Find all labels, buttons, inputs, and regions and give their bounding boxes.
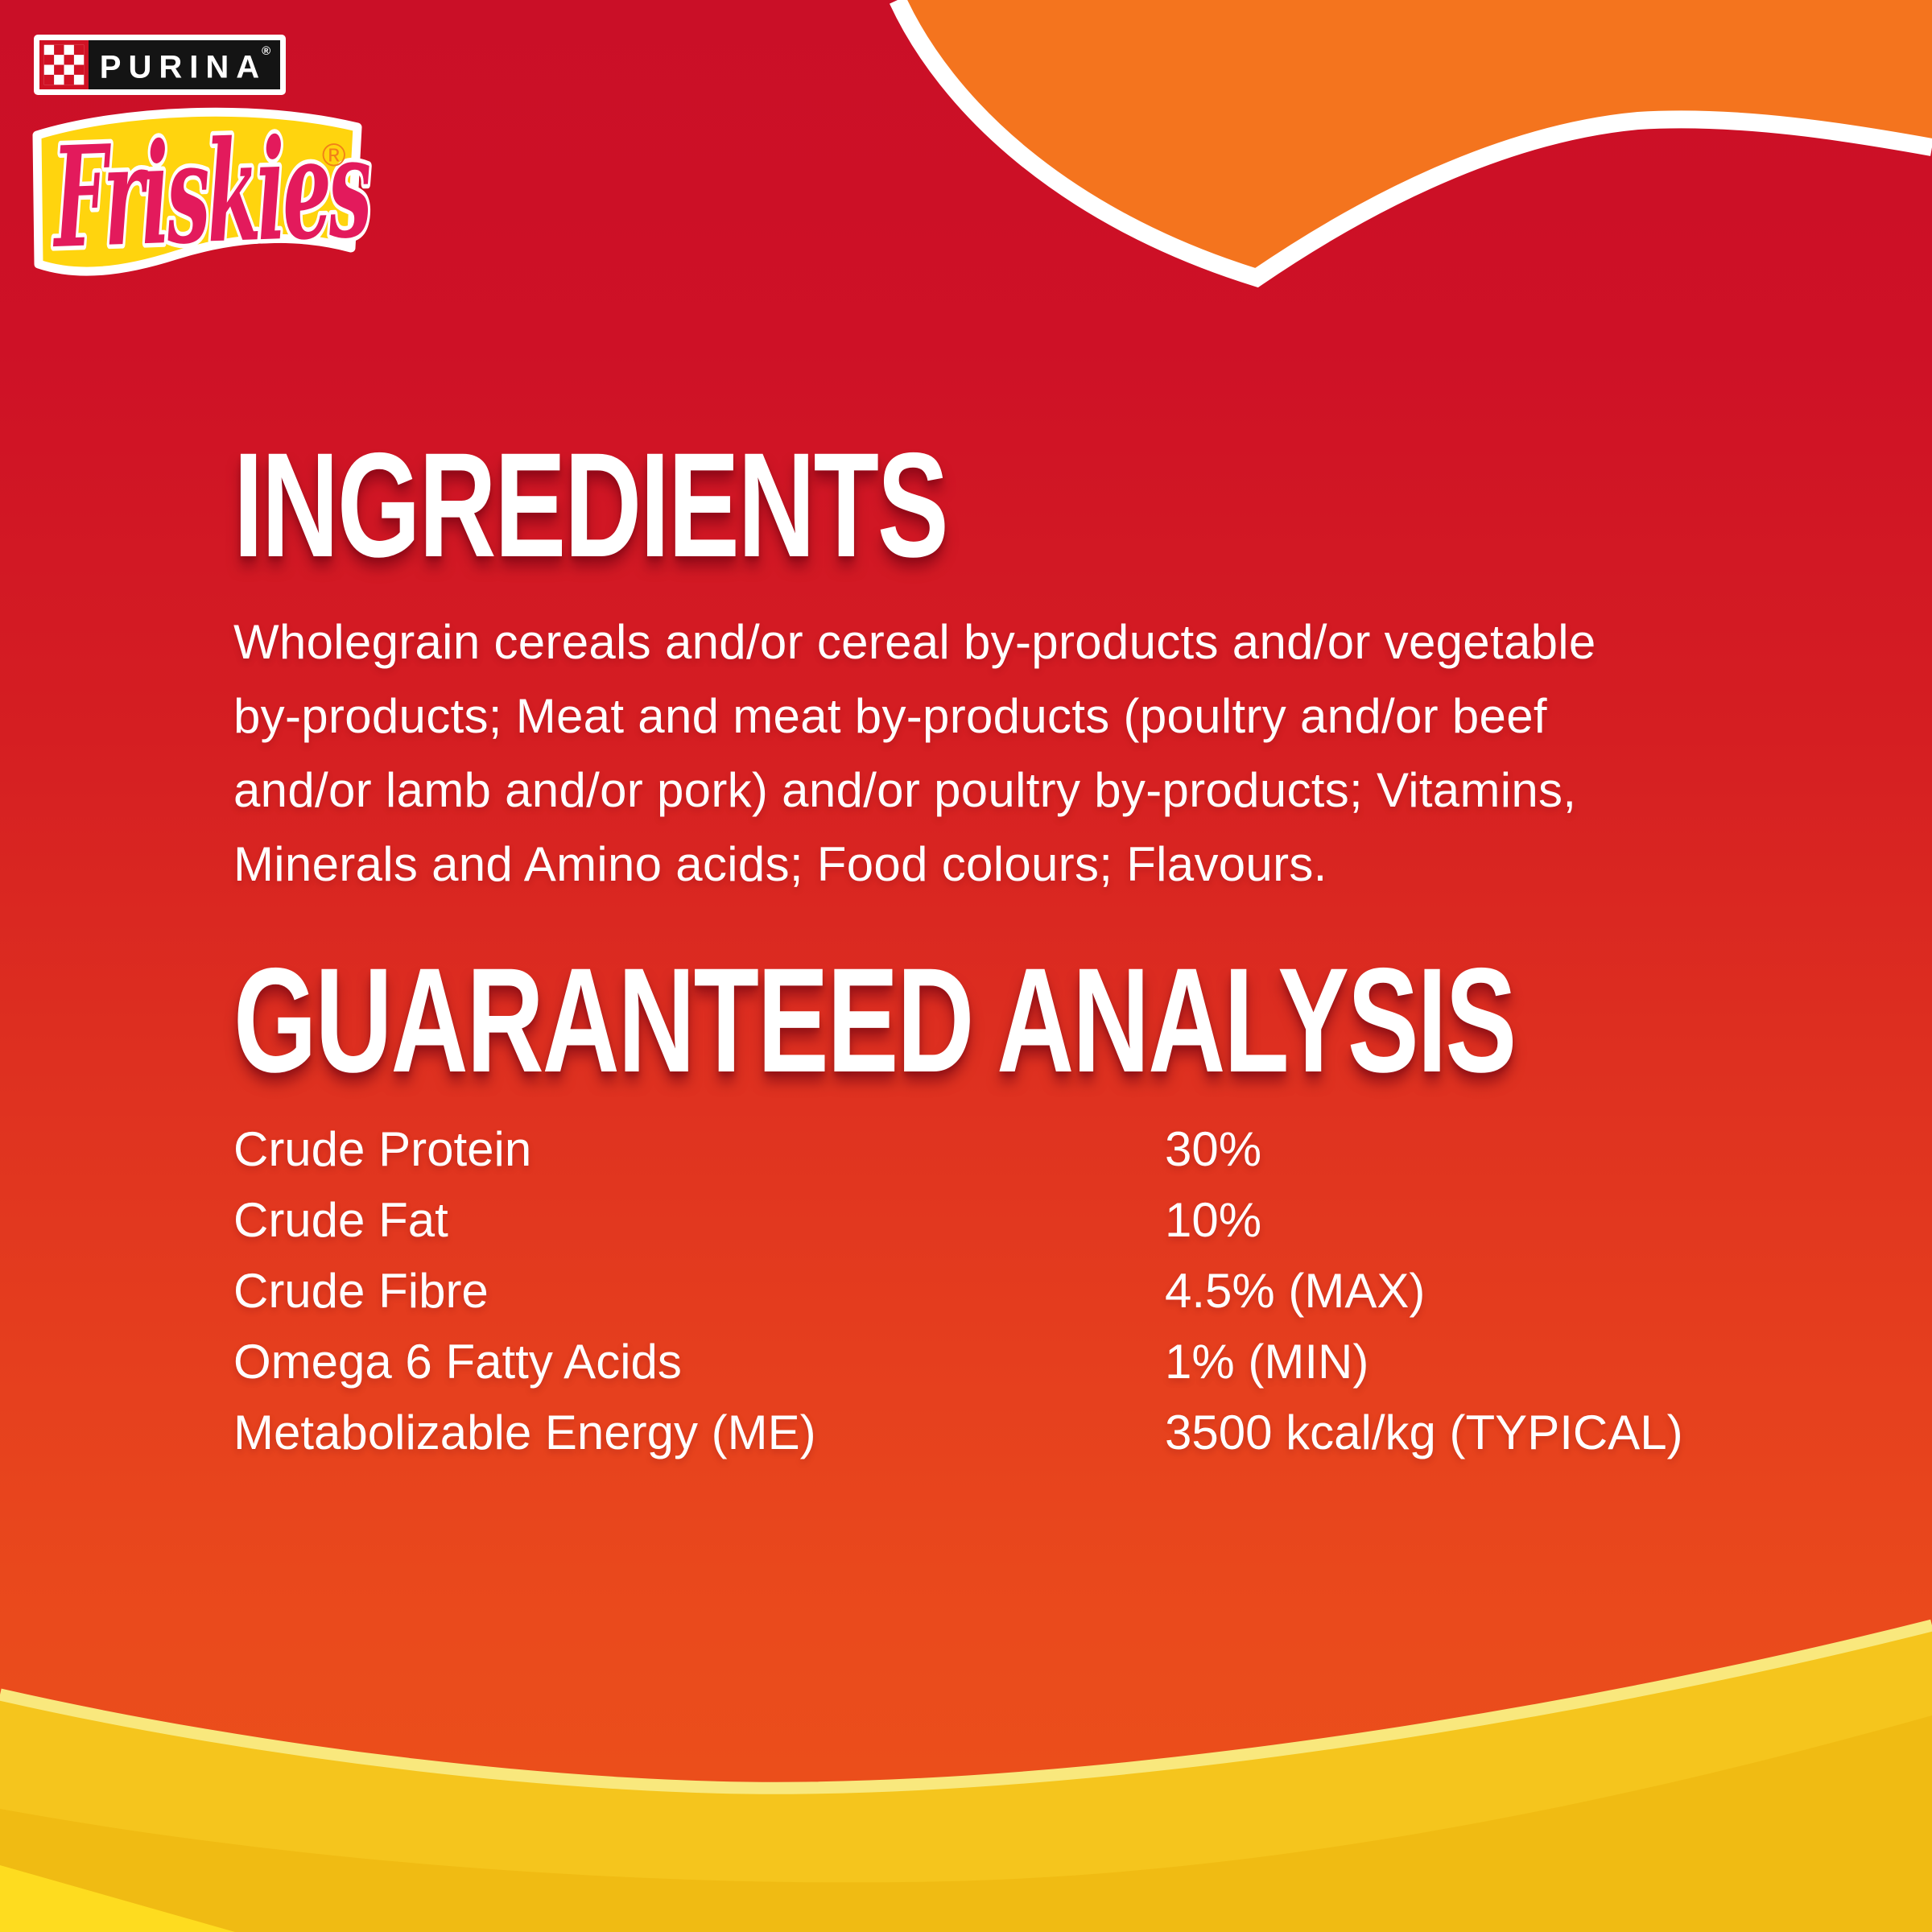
nutrient-label: Omega 6 Fatty Acids (233, 1335, 682, 1389)
nutrient-label: Crude Protein (233, 1122, 532, 1176)
nutrient-value: 4.5% (MAX) (1165, 1264, 1426, 1318)
heart-curve-stroke (890, 0, 1932, 288)
bottom-cream-stroke (0, 1619, 1932, 1794)
ingredients-line: Wholegrain cereals and/or cereal by-prod… (233, 615, 1596, 669)
nutrient-label: Crude Fibre (233, 1264, 489, 1318)
purina-logo: PURINA® (34, 35, 286, 95)
analysis-row: Crude Fibre 4.5% (MAX) (233, 1256, 1779, 1327)
orange-corner-shape (898, 0, 1932, 278)
friskies-banner (32, 107, 362, 276)
purina-checkerboard-icon (39, 40, 89, 89)
bottom-deep-gold-band (0, 1715, 1932, 1932)
ingredients-title: INGREDIENTS (233, 423, 949, 588)
nutrient-value: 3500 kcal/kg (TYPICAL) (1165, 1406, 1683, 1459)
friskies-wordmark: Friskies (48, 105, 374, 279)
ingredients-text: Wholegrain cereals and/or cereal by-prod… (233, 605, 1596, 902)
nutrient-label: Crude Fat (233, 1193, 448, 1247)
friskies-logo: Friskies ® (32, 102, 376, 283)
nutrient-label: Metabolizable Energy (ME) (233, 1406, 816, 1459)
guaranteed-analysis-title: GUARANTEED ANALYSIS (233, 938, 1517, 1104)
analysis-row: Omega 6 Fatty Acids 1% (MIN) (233, 1327, 1779, 1397)
ingredients-line: Minerals and Amino acids; Food colours; … (233, 837, 1327, 891)
analysis-row: Metabolizable Energy (ME) 3500 kcal/kg (… (233, 1397, 1779, 1468)
purina-wordmark: PURINA® (89, 38, 280, 92)
nutrient-value: 10% (1165, 1193, 1262, 1247)
guaranteed-analysis-table: Crude Protein 30% Crude Fat 10% Crude Fi… (233, 1114, 1779, 1468)
friskies-registered-mark: ® (322, 138, 345, 173)
bottom-bright-wedge (0, 1865, 235, 1932)
ingredients-line: and/or lamb and/or pork) and/or poultry … (233, 763, 1577, 817)
nutrient-value: 1% (MIN) (1165, 1335, 1369, 1389)
analysis-row: Crude Protein 30% (233, 1114, 1779, 1185)
analysis-row: Crude Fat 10% (233, 1185, 1779, 1256)
nutrient-value: 30% (1165, 1122, 1262, 1176)
purina-registered-mark: ® (262, 43, 271, 58)
purina-wordmark-text: PURINA (99, 49, 267, 85)
ingredients-line: by-products; Meat and meat by-products (… (233, 689, 1547, 743)
